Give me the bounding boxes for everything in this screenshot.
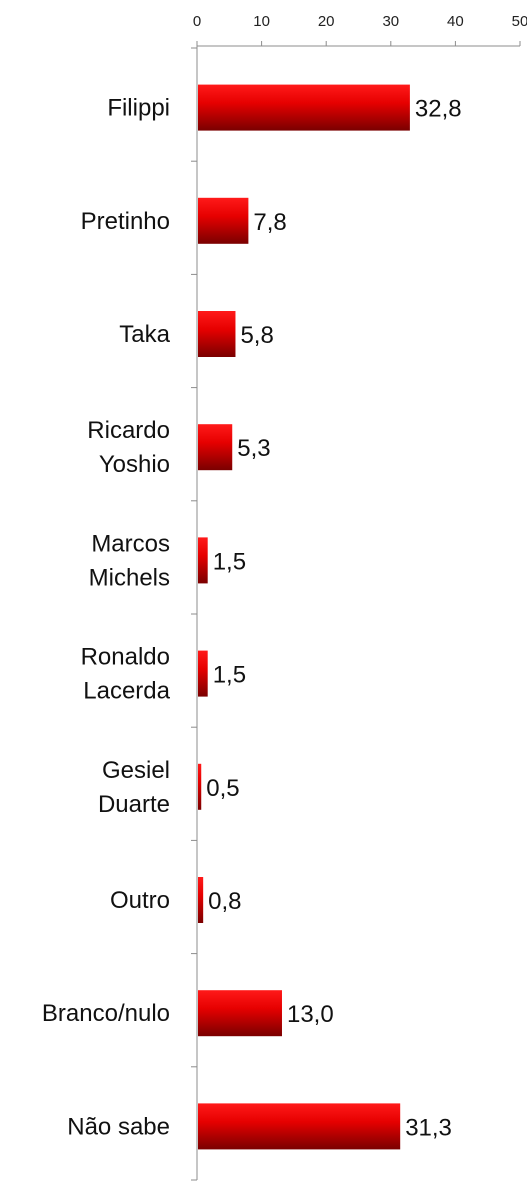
category-label-line: Pretinho [81, 208, 170, 235]
category-label: Gesiel Duarte [98, 757, 170, 818]
category-label-line: Ronaldo [81, 644, 170, 671]
bar [198, 537, 208, 584]
category-label-line: Gesiel [102, 757, 170, 784]
bar [198, 1103, 401, 1150]
category-label-line: Duarte [98, 791, 170, 818]
data-label: 5,3 [237, 435, 270, 462]
bar [198, 990, 282, 1037]
data-label: 31,3 [405, 1114, 452, 1141]
category-label: Ronaldo Lacerda [81, 644, 171, 705]
bar [198, 424, 233, 471]
x-tick-label: 10 [253, 13, 270, 30]
category-label-line: Taka [119, 321, 170, 348]
bar [198, 650, 208, 697]
x-tick-label: 50 [512, 13, 527, 30]
bar [198, 84, 410, 131]
category-label-line: Yoshio [99, 451, 170, 478]
bar [198, 197, 249, 244]
data-label: 7,8 [253, 209, 286, 236]
x-tick-label: 0 [193, 13, 201, 30]
category-label-line: Não sabe [67, 1113, 170, 1140]
data-label: 1,5 [213, 662, 246, 689]
label-layer: 32,8 Filippi 7,8 Pretinho 5,8 Taka 5,3 Ricardo Y… [42, 95, 462, 1142]
data-label: 0,5 [206, 775, 239, 802]
category-label: Não sabe [67, 1113, 170, 1140]
category-label-line: Michels [89, 564, 170, 591]
bar [198, 763, 202, 810]
bar-layer [198, 84, 410, 1150]
data-label: 32,8 [415, 96, 462, 123]
bar [198, 877, 204, 923]
category-label-line: Ricardo [87, 417, 170, 444]
category-label-line: Branco/nulo [42, 1000, 170, 1027]
data-label: 13,0 [287, 1001, 334, 1028]
category-label-line: Filippi [107, 95, 170, 122]
axis-layer: 0 10 20 30 40 50 [191, 13, 527, 1181]
data-label: 1,5 [213, 548, 246, 575]
category-label: Taka [119, 321, 170, 348]
category-label: Outro [110, 887, 170, 914]
category-label: Marcos Michels [89, 530, 170, 591]
bar [198, 311, 236, 357]
category-label: Filippi [107, 95, 170, 122]
category-label: Ricardo Yoshio [87, 417, 170, 478]
category-label-line: Lacerda [83, 678, 170, 705]
x-tick-label: 30 [382, 13, 399, 30]
data-label: 0,8 [208, 888, 241, 915]
category-label: Branco/nulo [42, 1000, 170, 1027]
x-tick-label: 40 [447, 13, 464, 30]
category-label-line: Outro [110, 887, 170, 914]
category-label: Pretinho [81, 208, 170, 235]
x-tick-label: 20 [318, 13, 335, 30]
data-label: 5,8 [240, 322, 273, 349]
category-label-line: Marcos [91, 530, 170, 557]
